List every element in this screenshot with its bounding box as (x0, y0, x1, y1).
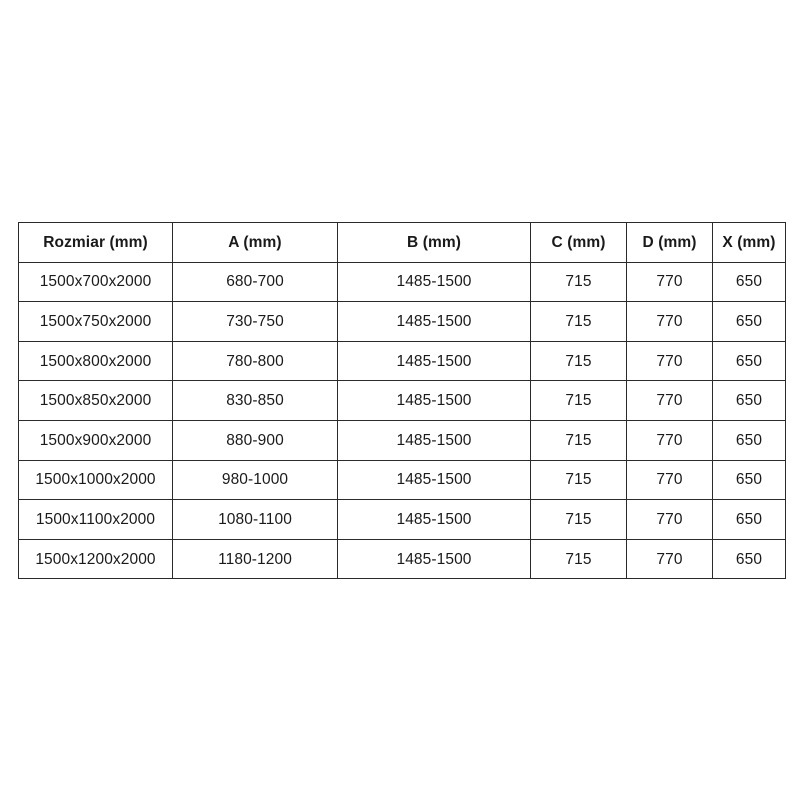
cell-d: 770 (626, 459, 713, 501)
cell-c: 715 (530, 301, 627, 342)
column-header-rozmiar: Rozmiar (mm) (18, 222, 173, 263)
column-header-a: A (mm) (172, 222, 338, 263)
cell-b: 1485-1500 (337, 340, 531, 382)
cell-d: 770 (626, 538, 713, 580)
column-header-b: B (mm) (337, 222, 531, 263)
cell-a: 880-900 (172, 419, 338, 461)
cell-rozmiar: 1500x1200x2000 (18, 538, 173, 580)
cell-d: 770 (626, 499, 713, 540)
table-row: 1500x1200x2000 1180-1200 1485-1500 715 7… (18, 538, 786, 580)
cell-b: 1485-1500 (337, 301, 531, 342)
cell-x: 650 (712, 340, 786, 382)
dimensions-table-container: Rozmiar (mm) A (mm) B (mm) C (mm) D (mm)… (18, 222, 786, 580)
cell-c: 715 (530, 261, 627, 303)
cell-d: 770 (626, 340, 713, 382)
dimensions-table: Rozmiar (mm) A (mm) B (mm) C (mm) D (mm)… (18, 222, 786, 580)
cell-c: 715 (530, 459, 627, 501)
cell-a: 980-1000 (172, 459, 338, 501)
table-row: 1500x750x2000 730-750 1485-1500 715 770 … (18, 301, 786, 342)
cell-rozmiar: 1500x700x2000 (18, 261, 173, 303)
cell-x: 650 (712, 419, 786, 461)
cell-a: 680-700 (172, 261, 338, 303)
cell-x: 650 (712, 301, 786, 342)
table-row: 1500x700x2000 680-700 1485-1500 715 770 … (18, 261, 786, 303)
cell-a: 730-750 (172, 301, 338, 342)
cell-b: 1485-1500 (337, 261, 531, 303)
cell-a: 1080-1100 (172, 499, 338, 540)
cell-x: 650 (712, 538, 786, 580)
cell-rozmiar: 1500x850x2000 (18, 380, 173, 421)
cell-d: 770 (626, 419, 713, 461)
cell-a: 1180-1200 (172, 538, 338, 580)
cell-b: 1485-1500 (337, 419, 531, 461)
cell-x: 650 (712, 459, 786, 501)
table-row: 1500x1100x2000 1080-1100 1485-1500 715 7… (18, 499, 786, 540)
cell-a: 830-850 (172, 380, 338, 421)
table-header-row: Rozmiar (mm) A (mm) B (mm) C (mm) D (mm)… (18, 222, 786, 263)
cell-b: 1485-1500 (337, 538, 531, 580)
cell-rozmiar: 1500x1100x2000 (18, 499, 173, 540)
table-row: 1500x800x2000 780-800 1485-1500 715 770 … (18, 340, 786, 382)
table-row: 1500x900x2000 880-900 1485-1500 715 770 … (18, 419, 786, 461)
cell-b: 1485-1500 (337, 459, 531, 501)
cell-c: 715 (530, 380, 627, 421)
column-header-x: X (mm) (712, 222, 786, 263)
cell-d: 770 (626, 301, 713, 342)
cell-x: 650 (712, 261, 786, 303)
cell-a: 780-800 (172, 340, 338, 382)
table-row: 1500x850x2000 830-850 1485-1500 715 770 … (18, 380, 786, 421)
cell-rozmiar: 1500x1000x2000 (18, 459, 173, 501)
column-header-d: D (mm) (626, 222, 713, 263)
table-body: 1500x700x2000 680-700 1485-1500 715 770 … (18, 261, 786, 580)
cell-x: 650 (712, 380, 786, 421)
cell-d: 770 (626, 380, 713, 421)
cell-x: 650 (712, 499, 786, 540)
cell-b: 1485-1500 (337, 380, 531, 421)
cell-rozmiar: 1500x800x2000 (18, 340, 173, 382)
cell-c: 715 (530, 538, 627, 580)
cell-c: 715 (530, 340, 627, 382)
column-header-c: C (mm) (530, 222, 627, 263)
table-header: Rozmiar (mm) A (mm) B (mm) C (mm) D (mm)… (18, 222, 786, 263)
cell-d: 770 (626, 261, 713, 303)
cell-b: 1485-1500 (337, 499, 531, 540)
cell-c: 715 (530, 499, 627, 540)
cell-rozmiar: 1500x900x2000 (18, 419, 173, 461)
cell-c: 715 (530, 419, 627, 461)
cell-rozmiar: 1500x750x2000 (18, 301, 173, 342)
table-row: 1500x1000x2000 980-1000 1485-1500 715 77… (18, 459, 786, 501)
